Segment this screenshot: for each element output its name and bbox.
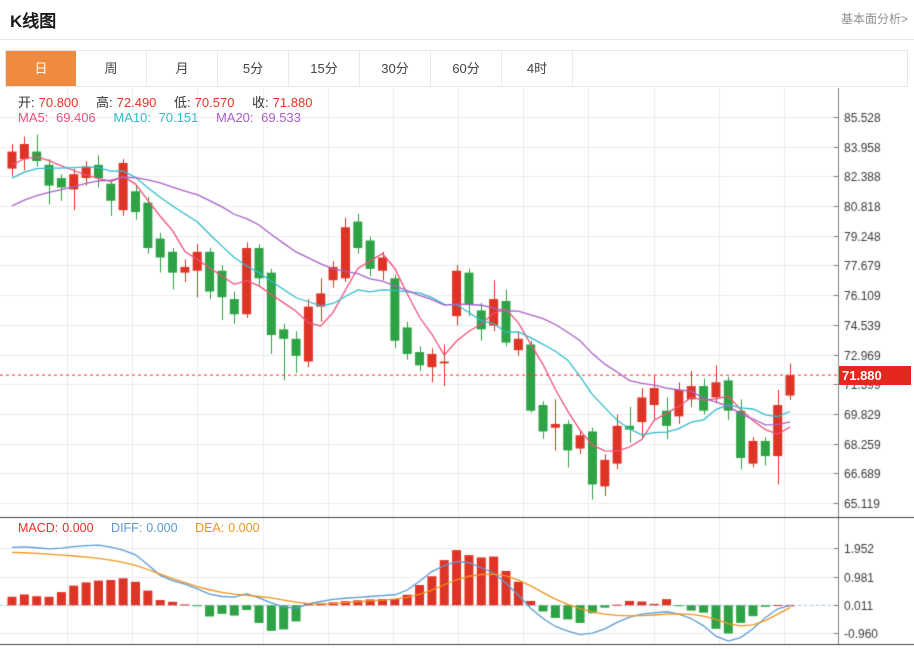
ma10-value: 70.151 [158,110,199,125]
macd-readout: MACD: 0.000 DIFF: 0.000 DEA: 0.000 [18,521,264,535]
dea-value: 0.000 [228,521,260,535]
fundamental-analysis-link[interactable]: 基本面分析> [840,12,908,26]
open-label: 开: [18,95,35,110]
header-divider [0,39,914,40]
close-label: 收: [252,95,269,110]
low-label: 低: [174,95,191,110]
low-value: 70.570 [194,95,235,110]
tab-30min[interactable]: 30分 [360,51,431,86]
diff-label: DIFF: [111,521,143,535]
close-value: 71.880 [272,95,313,110]
ma-readout: MA5: 69.406 MA10: 70.151 MA20: 69.533 [18,110,305,125]
interval-tabs: 日周月 5分 15分 30分 60分 4时 [5,50,908,87]
dea-label: DEA: [195,521,225,535]
kline-chart-canvas[interactable] [0,88,914,649]
ma5-value: 69.406 [55,110,96,125]
ma20-value: 69.533 [261,110,301,125]
macd-value: 0.000 [62,521,94,535]
tab-5min[interactable]: 5分 [218,51,289,86]
ohlc-readout: 开: 70.800 高: 72.490 低: 70.570 收: 71.880 [18,92,316,111]
tab-4hour[interactable]: 4时 [502,51,573,86]
high-label: 高: [96,95,113,110]
current-price-badge: 71.880 [839,366,911,385]
open-value: 70.800 [38,95,79,110]
tab-month[interactable]: 月 [147,51,218,86]
ma20-label: MA20: [215,110,258,125]
tab-60min[interactable]: 60分 [431,51,502,86]
tab-week[interactable]: 周 [76,51,147,86]
tab-15min[interactable]: 15分 [289,51,360,86]
macd-label: MACD: [18,521,59,535]
diff-value: 0.000 [146,521,178,535]
page-title: K线图 [10,12,57,31]
tab-day[interactable]: 日 [6,51,76,86]
high-value: 72.490 [116,95,157,110]
ma5-label: MA5: [18,110,52,125]
ma10-label: MA10: [113,110,155,125]
